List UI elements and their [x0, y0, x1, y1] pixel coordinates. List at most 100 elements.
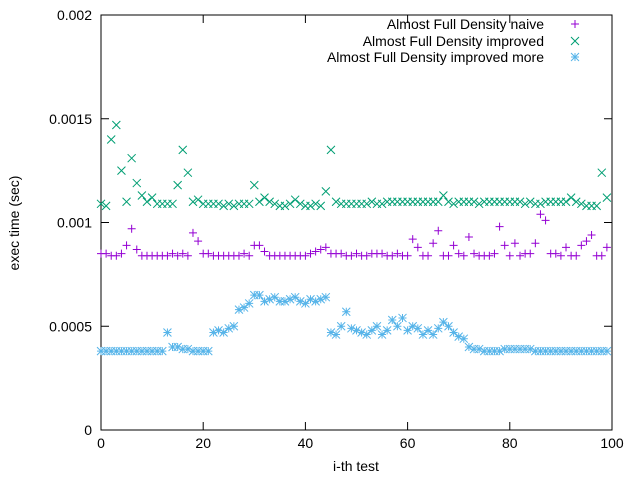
- data-point: [112, 251, 121, 260]
- data-point: [270, 292, 280, 302]
- data-point: [122, 241, 131, 250]
- data-point: [367, 197, 377, 207]
- data-point: [117, 346, 126, 356]
- data-point: [495, 346, 504, 356]
- data-point: [500, 241, 509, 250]
- data-point: [525, 344, 535, 354]
- data-point: [152, 346, 162, 356]
- data-point: [260, 247, 269, 256]
- data-point: [96, 346, 106, 356]
- data-point: [188, 228, 197, 237]
- data-point: [234, 251, 243, 260]
- data-point: [183, 344, 193, 354]
- data-point: [444, 321, 453, 331]
- data-point: [470, 249, 479, 258]
- data-point: [433, 197, 443, 207]
- x-tick-label: 0: [97, 435, 105, 451]
- x-tick-label: 20: [195, 435, 211, 451]
- data-point: [408, 321, 418, 331]
- data-point: [244, 199, 254, 209]
- data-point: [367, 326, 377, 335]
- data-point: [255, 290, 264, 300]
- data-point: [137, 191, 147, 200]
- data-point: [280, 296, 290, 306]
- data-point: [510, 344, 520, 354]
- data-point: [377, 199, 387, 209]
- data-point: [566, 346, 576, 356]
- data-point: [530, 346, 540, 356]
- data-point: [479, 346, 489, 356]
- axis-ticks: [100, 14, 613, 431]
- data-point: [265, 294, 274, 304]
- data-point: [459, 334, 469, 344]
- data-point: [352, 249, 361, 258]
- data-point: [137, 346, 147, 356]
- data-point: [245, 251, 254, 260]
- data-point: [249, 290, 259, 300]
- data-point: [505, 344, 515, 354]
- y-tick-label: 0.001: [57, 215, 92, 231]
- data-point: [275, 296, 285, 306]
- data-point: [602, 346, 612, 356]
- data-point: [515, 344, 525, 354]
- data-point: [444, 251, 453, 260]
- data-point: [168, 342, 177, 352]
- legend-label: Almost Full Density improved: [363, 33, 544, 49]
- data-point: [142, 346, 152, 356]
- data-point: [561, 197, 571, 207]
- data-point: [393, 249, 402, 258]
- data-point: [372, 321, 382, 331]
- data-point: [556, 251, 565, 260]
- data-point: [572, 251, 581, 260]
- data-point: [219, 328, 228, 337]
- data-point: [326, 145, 336, 155]
- legend-marker: [571, 20, 579, 28]
- data-point: [193, 195, 203, 205]
- data-point: [321, 187, 331, 196]
- data-point: [515, 197, 525, 207]
- data-point: [357, 328, 366, 337]
- data-point: [469, 344, 479, 354]
- data-point: [546, 346, 556, 356]
- data-point: [336, 321, 346, 331]
- data-point: [331, 330, 341, 339]
- data-point: [117, 166, 126, 175]
- data-point: [316, 201, 326, 211]
- data-point: [244, 299, 254, 308]
- data-point: [101, 201, 111, 211]
- data-point: [331, 197, 341, 207]
- data-point: [520, 344, 530, 354]
- data-point: [311, 247, 320, 256]
- data-point: [490, 346, 499, 356]
- data-point: [485, 346, 494, 356]
- data-point: [229, 201, 239, 211]
- data-point: [127, 346, 137, 356]
- data-point: [301, 251, 310, 260]
- series-3: [96, 290, 612, 356]
- data-point: [198, 346, 208, 356]
- data-point: [454, 332, 464, 341]
- data-point: [505, 251, 514, 260]
- data-point: [413, 323, 423, 333]
- data-point: [132, 178, 142, 188]
- data-point: [341, 307, 351, 317]
- data-point: [434, 226, 443, 235]
- series-2: [96, 120, 612, 211]
- data-point: [602, 243, 611, 252]
- data-point: [352, 326, 361, 335]
- data-point: [249, 180, 259, 190]
- data-point: [388, 251, 397, 260]
- data-point: [127, 153, 137, 163]
- tick-labels: 0 20 40 60 80 100 0 0.0005 0.001 0.0015 0.002: [49, 7, 624, 451]
- data-point: [240, 249, 249, 258]
- data-point: [147, 193, 157, 202]
- data-point: [347, 323, 356, 333]
- data-point: [587, 346, 596, 356]
- data-point: [188, 197, 198, 207]
- data-point: [285, 294, 295, 304]
- data-point: [194, 237, 203, 246]
- data-point: [418, 330, 428, 339]
- data-point: [541, 216, 550, 225]
